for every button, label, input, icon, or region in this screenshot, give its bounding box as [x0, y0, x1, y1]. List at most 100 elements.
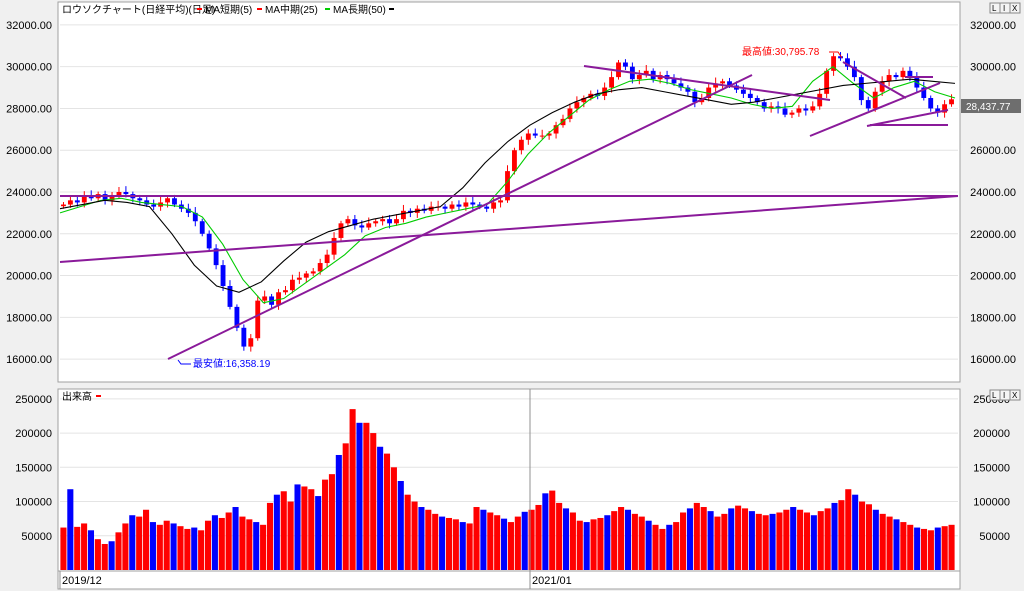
candle-body — [331, 237, 337, 255]
volume-bar — [328, 474, 335, 570]
x-tick-label: 2021/01 — [532, 575, 572, 587]
volume-bar — [680, 512, 687, 570]
volume-bar — [549, 490, 556, 570]
volume-bar — [824, 508, 831, 570]
candle-body — [74, 200, 80, 203]
volume-bar — [60, 527, 67, 570]
price-y-tick-label: 30000.00 — [970, 62, 1016, 74]
volume-bar — [383, 453, 391, 570]
volume-bar — [101, 543, 108, 570]
volume-bar — [211, 515, 218, 570]
volume-bar — [707, 511, 714, 570]
volume-bar — [583, 522, 590, 570]
volume-y-tick-label: 200000 — [15, 428, 52, 440]
high-annotation: 最高値:30,795.78 — [742, 45, 820, 58]
candle-body — [276, 292, 281, 305]
volume-bar — [879, 513, 886, 570]
candle-body — [283, 290, 288, 293]
volume-bar — [404, 494, 411, 570]
candle-body — [227, 286, 233, 307]
candle-body — [851, 66, 857, 78]
price-y-tick-label: 16000.00 — [6, 354, 52, 366]
volume-bar — [673, 522, 680, 570]
price-y-tick-label: 26000.00 — [6, 145, 52, 157]
price-panel-title: ロウソクチャート(日経平均)(日足) — [62, 3, 215, 16]
candle-body — [824, 70, 830, 94]
trendline — [167, 74, 753, 360]
candle-body — [366, 223, 372, 228]
volume-bar — [721, 513, 728, 570]
volume-bar — [501, 518, 508, 570]
volume-bar — [865, 504, 872, 570]
volume-y-tick-label: 50000 — [979, 531, 1010, 543]
panel-button-x[interactable] — [1009, 2, 1021, 14]
candle-body — [310, 271, 316, 274]
trendline — [842, 61, 907, 99]
candle-body — [289, 279, 295, 291]
volume-bar — [177, 526, 184, 570]
candle-body — [845, 58, 850, 67]
candle-body — [491, 202, 497, 209]
volume-bar — [618, 507, 625, 570]
volume-y-tick-label: 100000 — [973, 497, 1010, 509]
trendline — [583, 65, 831, 101]
volume-bar — [452, 519, 459, 570]
candle-body — [380, 219, 386, 222]
volume-bar — [287, 501, 294, 570]
candle-body — [595, 93, 601, 96]
volume-y-tick-label: 150000 — [15, 462, 52, 474]
volume-panel-title: 出来高 — [62, 390, 92, 403]
volume-bar — [129, 515, 136, 570]
candle-body — [165, 198, 170, 203]
volume-bar — [907, 524, 914, 570]
volume-bar — [941, 526, 948, 570]
volume-bar — [266, 502, 274, 570]
volume-bar — [473, 507, 480, 570]
volume-bar — [418, 507, 425, 570]
price-y-tick-label: 32000.00 — [6, 20, 52, 32]
candle-body — [553, 125, 559, 134]
volume-bar — [191, 527, 198, 570]
volume-bar — [611, 511, 618, 570]
volume-bar — [370, 433, 377, 570]
candle-body — [893, 75, 899, 78]
candle-body — [137, 198, 143, 201]
current-price-value: 28,437.77 — [966, 102, 1011, 113]
candle-body — [241, 327, 247, 347]
volume-bar — [432, 513, 439, 570]
candle-body — [865, 100, 871, 109]
volume-bar — [521, 511, 528, 570]
volume-bar — [893, 519, 900, 570]
volume-bar — [81, 523, 88, 570]
volume-bar — [845, 489, 852, 570]
volume-bar — [762, 515, 769, 570]
volume-bar — [122, 523, 129, 570]
volume-bar — [741, 508, 749, 570]
volume-bar — [948, 524, 955, 570]
volume-bar — [204, 520, 212, 570]
candle-body — [512, 150, 517, 172]
volume-bar — [149, 522, 156, 570]
candle-body — [740, 89, 746, 94]
price-panel-buttons: L I X — [989, 2, 1021, 14]
price-y-tick-label: 24000.00 — [6, 187, 52, 199]
legend-ma-long: MA長期(50) — [333, 4, 386, 16]
candle-body — [789, 112, 795, 115]
volume-bar — [735, 505, 742, 570]
volume-bar — [459, 522, 466, 570]
candle-body — [401, 210, 406, 220]
volume-bar — [156, 524, 163, 570]
candle-body — [768, 106, 774, 109]
panel-button-x[interactable] — [1009, 389, 1021, 401]
volume-y-tick-label: 150000 — [973, 462, 1010, 474]
volume-bar — [535, 504, 542, 570]
legend-ma-mid-swatch — [257, 8, 262, 10]
volume-bar — [184, 528, 191, 570]
candle-body — [935, 108, 941, 113]
candle-body — [567, 108, 573, 119]
volume-bar — [714, 516, 721, 570]
volume-bar — [301, 486, 308, 570]
candle-body — [747, 93, 753, 98]
volume-bar — [638, 516, 645, 570]
